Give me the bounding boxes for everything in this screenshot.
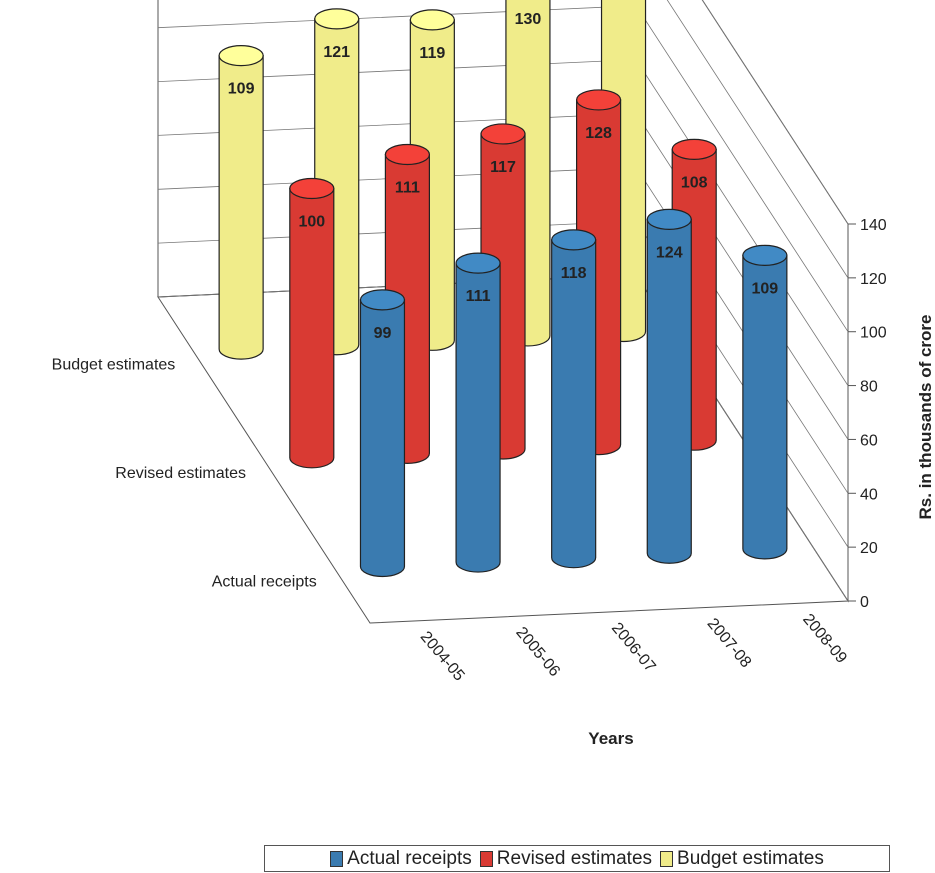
legend-label: Budget estimates [677, 847, 824, 869]
series-axis-label: Budget estimates [52, 356, 176, 373]
series-axis-label: Revised estimates [115, 465, 246, 482]
bar-top [384, 143, 430, 166]
data-label: 130 [515, 11, 542, 28]
bar-actual-receipts: 118 [551, 229, 597, 569]
legend-item: Budget estimates [660, 848, 824, 870]
x-tick-label: 2008-09 [799, 611, 850, 667]
x-tick-label: 2005-06 [512, 624, 563, 680]
data-label: 111 [395, 179, 420, 196]
y-tick-label: 60 [860, 432, 878, 449]
y-tick-label: 100 [860, 325, 887, 342]
bar-body [551, 239, 597, 569]
y-tick-label: 80 [860, 379, 878, 396]
data-label: 128 [585, 125, 612, 142]
data-label: 138 [610, 0, 637, 2]
data-label: 124 [656, 244, 683, 261]
y-tick-label: 40 [860, 486, 878, 503]
legend-item: Actual receipts [330, 848, 472, 870]
x-axis-labels: 2004-05 2005-06 2006-07 2007-08 2008-09 [417, 611, 850, 685]
x-axis-title: Years [588, 729, 633, 748]
bar-top [646, 208, 692, 230]
bar-budget-estimates: 109 [218, 45, 264, 360]
y-tick-label: 20 [860, 540, 878, 557]
bar-top [409, 9, 455, 31]
legend-swatch [479, 850, 493, 867]
bar-top [575, 89, 622, 111]
y-axis-title: Rs. in thousands of crore [916, 315, 935, 520]
bar-top [551, 229, 597, 251]
bar-top [314, 8, 360, 30]
legend-label: Revised estimates [496, 847, 653, 869]
bar-body [455, 262, 501, 573]
bar-body [646, 218, 692, 564]
legend-swatch [330, 850, 344, 867]
gridline [701, 0, 849, 225]
data-label: 111 [466, 288, 491, 305]
y-tick-label: 0 [860, 594, 869, 611]
legend-label: Actual receipts [347, 847, 472, 869]
bar-top [671, 138, 717, 160]
bar-body [218, 55, 264, 360]
data-label: 99 [374, 325, 392, 342]
data-label: 109 [752, 280, 779, 297]
bar-top [480, 123, 526, 145]
series-axis-label: Actual receipts [212, 574, 317, 591]
bar-top [359, 289, 406, 311]
y-axis-ticks: 0 20 40 60 80 100 120 140 [848, 217, 887, 611]
bar-actual-receipts: 109 [742, 244, 788, 560]
data-label: 118 [561, 265, 587, 282]
data-label: 108 [681, 174, 708, 191]
legend: Actual receipts Revised estimates Budget e… [264, 845, 890, 872]
x-tick-label: 2007-08 [704, 615, 755, 671]
bar-top [742, 244, 788, 266]
data-label: 121 [323, 44, 350, 61]
bar-actual-receipts: 99 [359, 289, 406, 578]
bar-top [289, 177, 335, 200]
series-axis-labels: Actual receipts Revised estimates Budget e… [52, 356, 317, 590]
y-tick-label: 120 [860, 271, 887, 288]
gridline [666, 0, 849, 279]
chart-bars: 109 121 119 130 138 100 111 117 128 108 99 111 118 12… [218, 0, 788, 578]
legend-swatch [660, 850, 674, 867]
bar-top [455, 252, 501, 274]
bar-body [359, 299, 406, 578]
x-tick-label: 2006-07 [608, 620, 659, 676]
bar-body [742, 254, 788, 560]
y-tick-label: 140 [860, 217, 887, 234]
data-label: 117 [490, 159, 516, 176]
legend-item: Revised estimates [479, 847, 653, 870]
bar-actual-receipts: 111 [455, 252, 501, 573]
data-label: 109 [228, 81, 255, 98]
bar-body [289, 187, 335, 469]
bar-top [218, 45, 264, 67]
bar-actual-receipts: 124 [646, 208, 692, 564]
data-label: 100 [298, 214, 325, 231]
data-label: 119 [419, 45, 445, 62]
bar-revised-estimates: 100 [289, 177, 335, 469]
x-tick-label: 2004-05 [417, 628, 468, 684]
